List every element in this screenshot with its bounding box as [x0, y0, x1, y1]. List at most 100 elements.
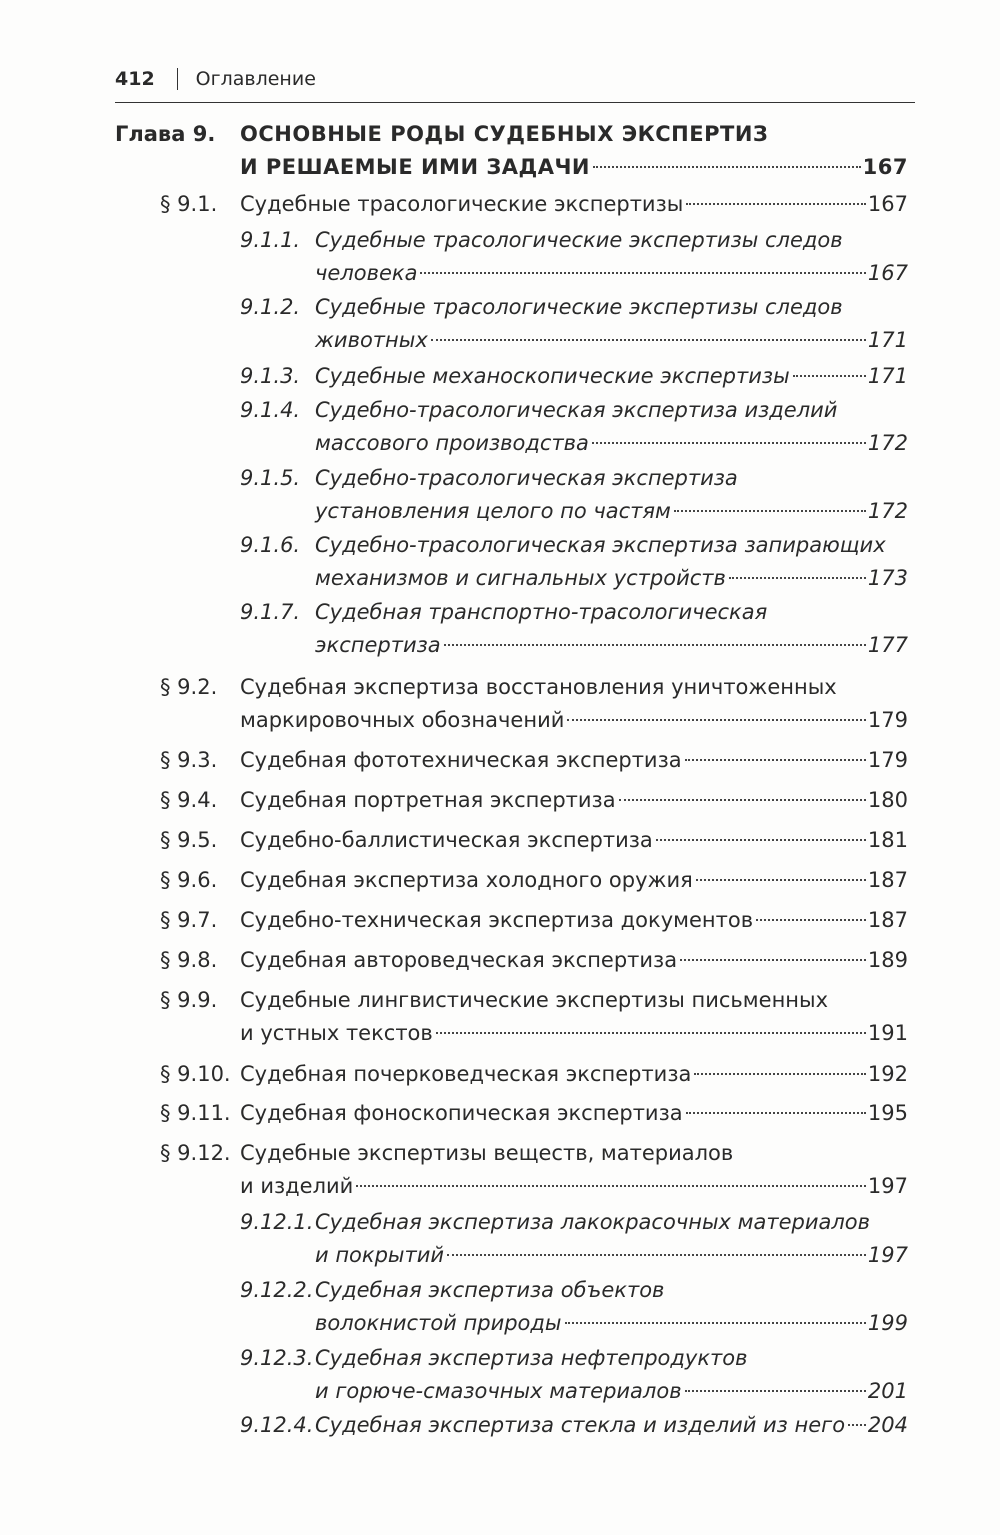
entry-number: § 9.1. — [160, 192, 218, 216]
dot-leader — [684, 759, 866, 761]
entry-title-line: установления целого по частям — [315, 499, 671, 523]
entry-number: § 9.3. — [160, 748, 218, 772]
entry-page-number: 197 — [867, 1174, 908, 1198]
entry-title-line: Судебная экспертиза нефтепродуктов — [315, 1346, 748, 1370]
dot-leader — [443, 644, 866, 646]
entry-title-line: Судебная транспортно-трасологическая — [315, 600, 768, 624]
entry-title-line: Судебная фоноскопическая экспертиза — [240, 1101, 683, 1125]
dot-leader — [694, 1073, 866, 1075]
entry-page-number: 189 — [867, 948, 908, 972]
entry-page-number: 191 — [867, 1021, 908, 1045]
entry-title-line: Судебно-трасологическая экспертиза — [315, 466, 738, 490]
entry-page-number: 167 — [867, 261, 908, 285]
entry-page-number: 204 — [867, 1413, 908, 1437]
entry-title-line: экспертиза — [315, 633, 441, 657]
entry-title-line: Судебно-баллистическая экспертиза — [240, 828, 653, 852]
dot-leader — [848, 1424, 866, 1426]
entry-number: 9.1.1. — [240, 228, 301, 252]
entry-title-line: и горюче-смазочных материалов — [315, 1379, 682, 1403]
dot-leader — [686, 203, 866, 205]
entry-page-number: 172 — [867, 431, 908, 455]
dot-leader — [792, 375, 866, 377]
entry-number: § 9.4. — [160, 788, 218, 812]
entry-title-line: И РЕШАЕМЫЕ ИМИ ЗАДАЧИ — [240, 155, 591, 179]
entry-title-line: Судебная фототехническая экспертиза — [240, 748, 682, 772]
entry-number: 9.1.4. — [240, 398, 301, 422]
entry-number: § 9.2. — [160, 675, 218, 699]
entry-number: 9.1.5. — [240, 466, 301, 490]
entry-title-line: Судебно-трасологическая экспертиза запир… — [315, 533, 886, 557]
dot-leader — [756, 919, 866, 921]
entry-title-line: Судебно-техническая экспертиза документо… — [240, 908, 754, 932]
entry-page-number: 172 — [867, 499, 908, 523]
entry-title-line: ОСНОВНЫЕ РОДЫ СУДЕБНЫХ ЭКСПЕРТИЗ — [240, 122, 769, 146]
entry-number: § 9.5. — [160, 828, 218, 852]
entry-title-line: механизмов и сигнальных устройств — [315, 566, 726, 590]
entry-page-number: 181 — [867, 828, 908, 852]
entry-title-line: Судебная экспертиза объектов — [315, 1278, 665, 1302]
header-divider — [176, 68, 178, 90]
entry-title-line: Судебная экспертиза восстановления уничт… — [240, 675, 837, 699]
entry-number: § 9.9. — [160, 988, 218, 1012]
entry-number: 9.12.4. — [240, 1413, 314, 1437]
dot-leader — [618, 799, 866, 801]
dot-leader — [447, 1254, 866, 1256]
dot-leader — [673, 510, 866, 512]
entry-page-number: 192 — [867, 1062, 908, 1086]
entry-page-number: 179 — [867, 748, 908, 772]
entry-page-number: 171 — [867, 328, 908, 352]
entry-number: § 9.6. — [160, 868, 218, 892]
entry-title-line: Судебные экспертизы веществ, материалов — [240, 1141, 734, 1165]
dot-leader — [593, 166, 861, 168]
entry-title-line: Судебная почерковедческая экспертиза — [240, 1062, 692, 1086]
entry-title-line: Судебно-трасологическая экспертиза издел… — [315, 398, 838, 422]
entry-title-line: массового производства — [315, 431, 589, 455]
dot-leader — [655, 839, 866, 841]
dot-leader — [420, 272, 866, 274]
entry-number: 9.12.1. — [240, 1210, 314, 1234]
entry-page-number: 187 — [867, 908, 908, 932]
entry-number: § 9.7. — [160, 908, 218, 932]
dot-leader — [695, 879, 866, 881]
entry-page-number: 187 — [867, 868, 908, 892]
entry-page-number: 177 — [867, 633, 908, 657]
entry-page-number: 167 — [862, 155, 908, 179]
entry-title-line: Судебная экспертиза холодного оружия — [240, 868, 693, 892]
entry-page-number: 179 — [867, 708, 908, 732]
entry-page-number: 180 — [867, 788, 908, 812]
entry-number: § 9.10. — [160, 1062, 231, 1086]
entry-title-line: Судебная экспертиза лакокрасочных матери… — [315, 1210, 870, 1234]
entry-title-line: Судебные трасологические экспертизы — [240, 192, 684, 216]
entry-title-line: маркировочных обозначений — [240, 708, 565, 732]
dot-leader — [591, 442, 866, 444]
entry-title-line: Судебные трасологические экспертизы след… — [315, 295, 843, 319]
entry-title-line: и устных текстов — [240, 1021, 433, 1045]
entry-title-line: Судебная автороведческая экспертиза — [240, 948, 678, 972]
entry-page-number: 195 — [867, 1101, 908, 1125]
entry-page-number: 201 — [867, 1379, 908, 1403]
entry-page-number: 167 — [867, 192, 908, 216]
entry-number: § 9.11. — [160, 1101, 231, 1125]
dot-leader — [435, 1032, 866, 1034]
entry-title-line: и покрытий — [315, 1243, 445, 1267]
dot-leader — [685, 1112, 866, 1114]
entry-number: Глава 9. — [115, 122, 216, 146]
entry-title-line: животных — [315, 328, 428, 352]
entry-title-line: волокнистой природы — [315, 1311, 562, 1335]
entry-title-line: Судебные лингвистические экспертизы пись… — [240, 988, 829, 1012]
page-number: 412 — [115, 68, 155, 90]
dot-leader — [567, 719, 866, 721]
entry-number: 9.1.2. — [240, 295, 301, 319]
entry-page-number: 197 — [867, 1243, 908, 1267]
entry-number: § 9.12. — [160, 1141, 231, 1165]
entry-title-line: человека — [315, 261, 418, 285]
dot-leader — [680, 959, 866, 961]
running-header: 412 Оглавление — [115, 68, 316, 90]
entry-number: 9.12.3. — [240, 1346, 314, 1370]
entry-number: 9.12.2. — [240, 1278, 314, 1302]
dot-leader — [430, 339, 866, 341]
entry-number: 9.1.3. — [240, 364, 301, 388]
dot-leader — [728, 577, 866, 579]
dot-leader — [684, 1390, 866, 1392]
entry-page-number: 171 — [867, 364, 908, 388]
